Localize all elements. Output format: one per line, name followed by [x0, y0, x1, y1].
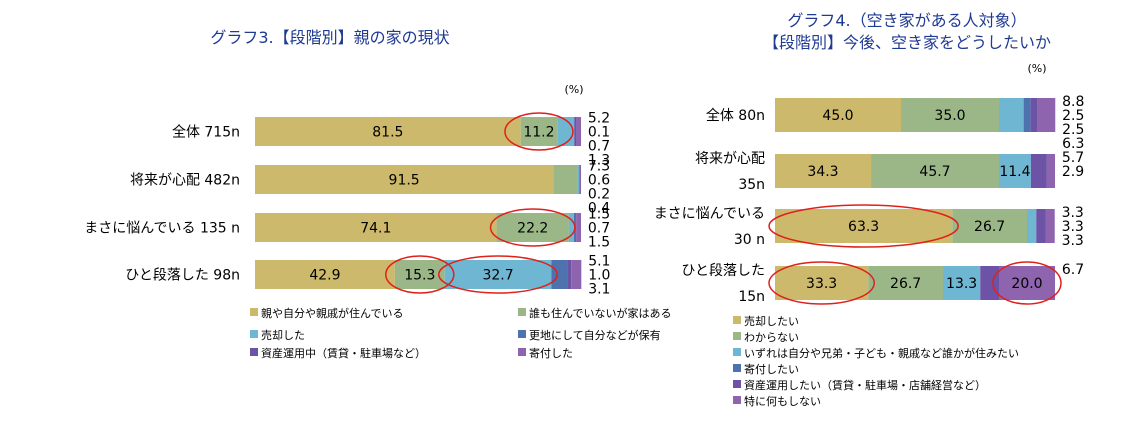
chart2-bar-segment: [1027, 209, 1036, 243]
chart1-bar-segment: [576, 213, 581, 242]
chart1-data-label: 22.2: [517, 221, 548, 237]
chart2-data-label: 26.7: [974, 219, 1005, 235]
chart1-category-label: ひと段落した 98n: [125, 268, 240, 284]
chart2-category-label: 全体 80n: [706, 107, 765, 124]
chart2-category-label: まさに悩んでいる: [654, 206, 765, 222]
chart2-legend-label: 寄付したい: [744, 362, 799, 376]
chart2-legend-swatch: [733, 332, 741, 340]
chart1-title-line1: グラフ3.【段階別】親の家の現状: [210, 28, 449, 47]
chart1-legend-swatch: [518, 308, 526, 316]
chart1-bar-segment: [553, 165, 577, 194]
chart2-data-label: 20.0: [1011, 276, 1042, 292]
chart2-unit: (%): [1027, 62, 1046, 75]
chart1-data-label: 15.3: [404, 268, 435, 284]
chart2-legend-label: 資産運用したい（賃貸・駐車場・店舗経営など）: [744, 378, 986, 392]
chart1-data-label: 81.5: [372, 125, 403, 141]
chart1-category-label: 将来が心配 482n: [130, 173, 240, 189]
chart2-legend-swatch: [733, 364, 741, 372]
chart1-legend-swatch: [518, 330, 526, 338]
chart2-legend-label: いずれは自分や兄弟・子ども・親戚など誰かが住みたい: [744, 346, 1019, 360]
chart2-data-label: 2.9: [1062, 164, 1084, 180]
chart1-data-label: 32.7: [482, 268, 513, 284]
chart2-title-line2: 【段階別】今後、空き家をどうしたいか: [763, 33, 1051, 52]
chart1-bar-segment: [568, 260, 571, 289]
chart2-data-label: 33.3: [806, 276, 837, 292]
chart2-title-line1: グラフ4.（空き家がある人対象）: [787, 11, 1026, 30]
chart1-data-label: 11.2: [523, 125, 554, 141]
chart1-bar-segment: [569, 213, 574, 242]
chart1-legend-swatch: [250, 308, 258, 316]
chart2-data-label: 34.3: [807, 164, 838, 180]
chart1-bar-segment: [579, 165, 580, 194]
chart2-category-label: ひと段落した: [681, 263, 765, 279]
chart2-legend-swatch: [733, 316, 741, 324]
chart1-bar-segment: [551, 260, 568, 289]
chart2-bar-segment: [1047, 154, 1055, 188]
chart2-category-label: 将来が心配: [695, 151, 765, 167]
chart2-data-label: 45.0: [822, 108, 853, 124]
chart1-legend-label: 更地にして自分などが保有: [529, 328, 661, 342]
chart2-bar-segment: [1036, 209, 1045, 243]
chart2-bar-segment: [1031, 154, 1047, 188]
chart1-unit: (%): [564, 83, 583, 96]
chart1-legend-swatch: [250, 330, 258, 338]
chart1-bar-segment: [571, 260, 581, 289]
chart2-bar-segment: [1045, 209, 1054, 243]
chart2-legend-swatch: [733, 396, 741, 404]
chart2-category-label: 35n: [738, 177, 765, 193]
chart2-legend-label: わからない: [744, 331, 799, 344]
chart2-legend-label: 特に何もしない: [744, 394, 821, 408]
chart2-bar-segment: [1024, 98, 1031, 132]
chart1-legend-label: 誰も住んでいないが家はある: [529, 306, 671, 320]
chart-graph4: グラフ4.（空き家がある人対象） 【段階別】今後、空き家をどうしたいか (%) …: [654, 11, 1085, 408]
chart1-data-label: 91.5: [389, 173, 420, 189]
chart2-bar-segment: [980, 266, 999, 300]
chart2-data-label: 6.7: [1062, 262, 1084, 278]
chart2-data-label: 11.4: [999, 164, 1030, 180]
chart1-legend-label: 親や自分や親戚が住んでいる: [261, 306, 403, 320]
chart1-legend-swatch: [250, 348, 258, 356]
chart2-legend-swatch: [733, 348, 741, 356]
chart1-legend-swatch: [518, 348, 526, 356]
chart1-legend-label: 寄付した: [529, 346, 573, 360]
chart2-category-label: 15n: [738, 289, 765, 305]
chart1-bar-segment: [557, 117, 574, 146]
chart2-category-label: 30 n: [734, 232, 765, 248]
chart1-data-label: 74.1: [360, 221, 391, 237]
chart2-data-label: 26.7: [890, 276, 921, 292]
chart2-data-label: 35.0: [934, 108, 965, 124]
chart1-bar-segment: [574, 117, 576, 146]
chart2-bar-segment: [1038, 98, 1056, 132]
chart2-bar-segment: [1031, 98, 1038, 132]
chart1-category-label: まさに悩んでいる 135 n: [84, 221, 240, 237]
chart2-legend-swatch: [733, 380, 741, 388]
chart1-data-label: 3.1: [588, 282, 610, 298]
chart1-bar-segment: [577, 117, 581, 146]
chart1-data-label: 1.5: [588, 235, 610, 251]
chart2-bar-segment: [999, 98, 1024, 132]
chart1-data-label: 42.9: [309, 268, 340, 284]
chart2-data-label: 63.3: [848, 219, 879, 235]
chart2-legend-label: 売却したい: [744, 315, 799, 328]
chart2-data-label: 45.7: [919, 164, 950, 180]
chart1-bar-segment: [580, 165, 581, 194]
chart1-bar-segment: [577, 165, 579, 194]
chart1-legend-label: 資産運用中（賃貸・駐車場など）: [261, 346, 426, 360]
chart2-data-label: 3.3: [1062, 233, 1084, 249]
chart1-category-label: 全体 715n: [172, 124, 240, 141]
chart2-data-label: 13.3: [946, 276, 977, 292]
chart1-legend-label: 売却した: [261, 329, 305, 342]
